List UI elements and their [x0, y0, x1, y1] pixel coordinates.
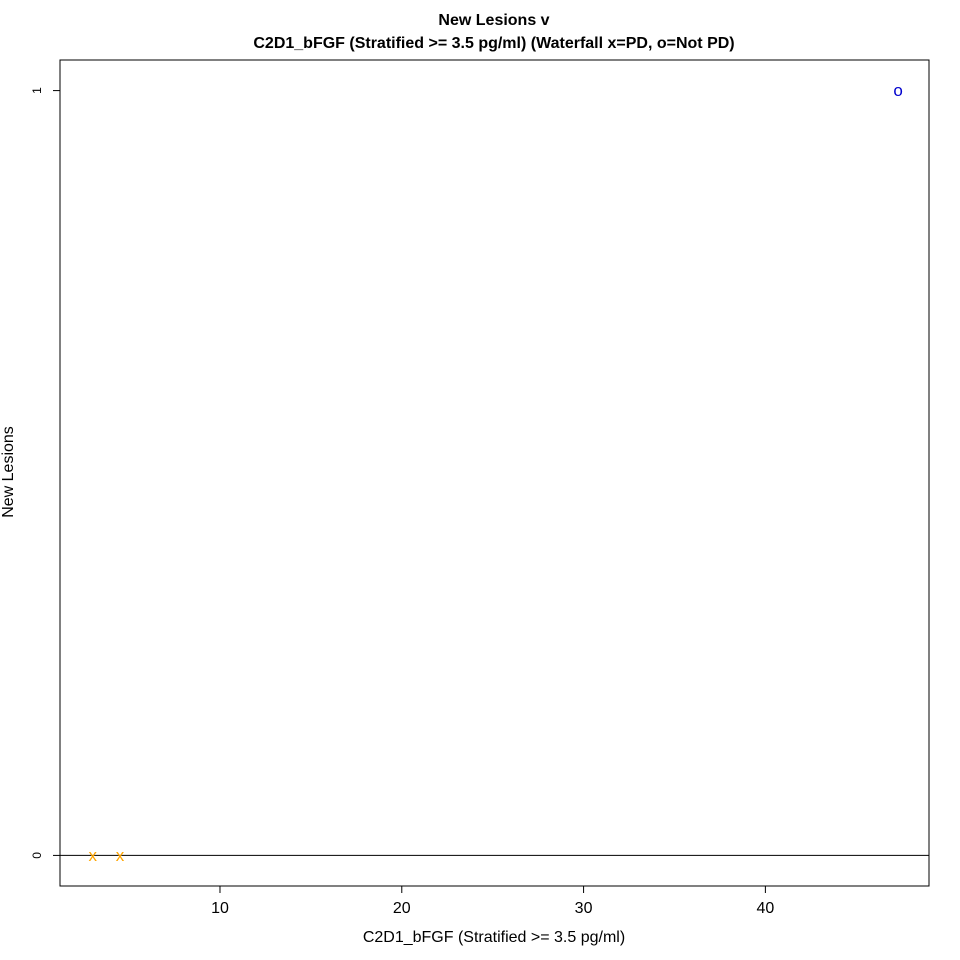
data-points: x x o — [88, 81, 902, 865]
chart-subtitle: C2D1_bFGF (Stratified >= 3.5 pg/ml) (Wat… — [253, 35, 734, 52]
x-axis-label: C2D1_bFGF (Stratified >= 3.5 pg/ml) — [363, 929, 625, 946]
data-point-pd: x — [88, 846, 97, 865]
x-tick-label: 20 — [393, 900, 411, 917]
x-tick-label: 10 — [211, 900, 229, 917]
y-axis: 01 — [30, 87, 60, 859]
x-axis: 10 20 30 40 — [211, 886, 774, 917]
x-tick-label: 30 — [575, 900, 593, 917]
y-tick-label: 1 — [30, 87, 44, 94]
y-axis-label: New Lesions — [0, 426, 17, 518]
chart-title: New Lesions v — [438, 12, 549, 29]
x-tick-label: 40 — [756, 900, 774, 917]
data-point-pd: x — [116, 846, 125, 865]
y-tick-label: 0 — [30, 852, 44, 859]
plot-area-frame — [59, 59, 930, 887]
data-point-not-pd: o — [893, 81, 902, 100]
